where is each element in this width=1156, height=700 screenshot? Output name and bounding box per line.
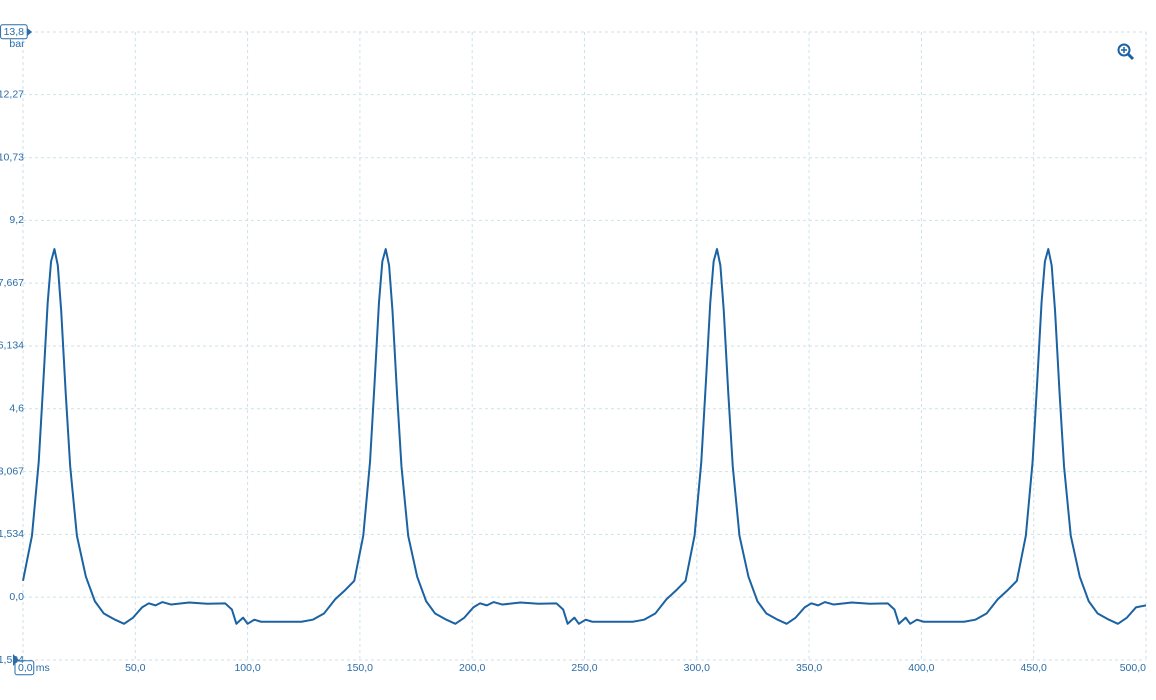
y-tick-label: 3,067 (0, 465, 24, 477)
zoom-handle (1126, 52, 1135, 61)
y-tick-label: 7,667 (0, 277, 24, 289)
x-tick-label: 250,0 (571, 662, 597, 674)
y-tick-label: 13,8 (4, 26, 25, 38)
waveform (22, 248, 1147, 625)
x-tick-label: 350,0 (796, 662, 822, 674)
x-unit: ms (36, 662, 50, 674)
y-tick-label: 12,27 (0, 88, 24, 100)
y-tick-label: 9,2 (9, 214, 24, 226)
x-tick-label: 500,0 (1120, 662, 1146, 674)
x-tick-label: 50,0 (125, 662, 146, 674)
x-tick-label: 0,0 (18, 662, 33, 674)
x-tick-label: 100,0 (234, 662, 260, 674)
y-tick-label: 0,0 (9, 591, 24, 603)
y-tick-label: 4,6 (9, 403, 24, 415)
x-origin-box (14, 660, 35, 676)
x-tick-label: 400,0 (908, 662, 934, 674)
y-max-arrow (27, 28, 33, 36)
y-tick-label: 1,534 (0, 528, 24, 540)
y-tick-label: 6,134 (0, 340, 24, 352)
y-tick-label: 10,73 (0, 152, 24, 164)
x-tick-label: 150,0 (347, 662, 373, 674)
x-tick-label: 300,0 (684, 662, 710, 674)
x-tick-label: 450,0 (1021, 662, 1047, 674)
y-unit: bar (9, 38, 25, 50)
x-tick-label: 200,0 (459, 662, 485, 674)
zoom-lens (1117, 43, 1131, 57)
zoom-icon[interactable] (1117, 43, 1135, 61)
y-tick-label: -1,534 (0, 654, 24, 666)
